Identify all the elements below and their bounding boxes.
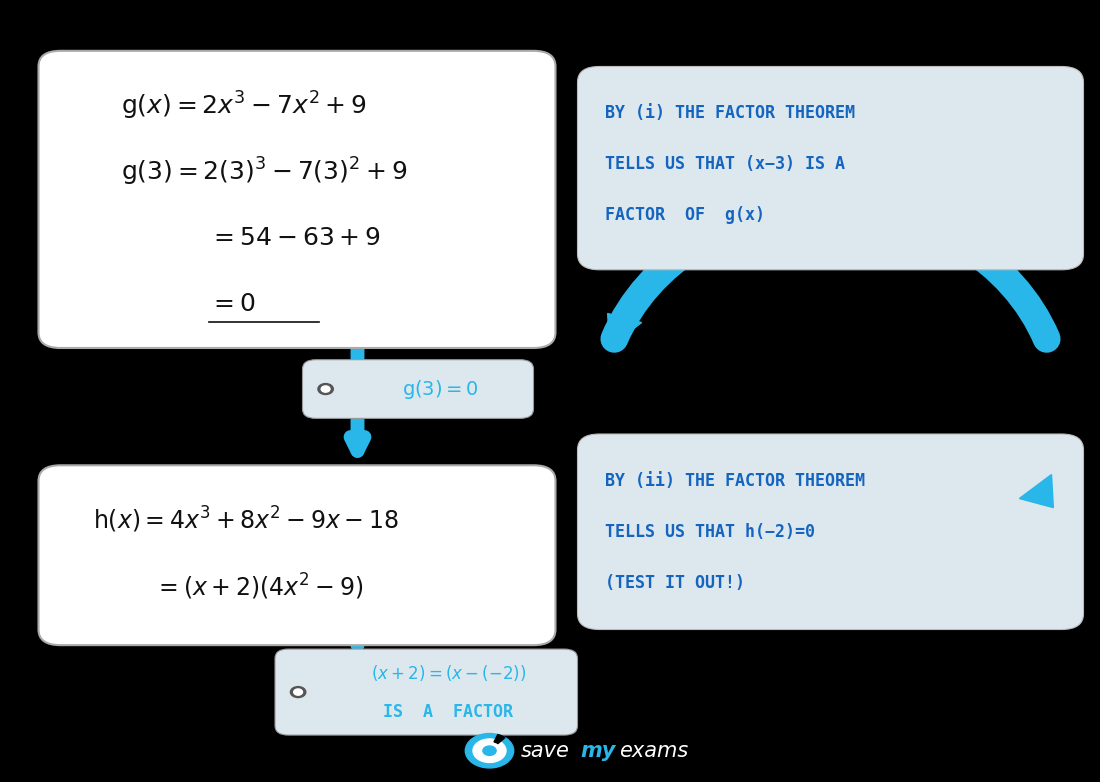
Text: exams: exams xyxy=(619,741,689,761)
Text: $= (x + 2)(4x^2 - 9)$: $= (x + 2)(4x^2 - 9)$ xyxy=(154,572,363,601)
Circle shape xyxy=(290,687,306,698)
Polygon shape xyxy=(607,314,641,346)
Text: $\mathrm{g}(3) = 2(3)^3 - 7(3)^2 + 9$: $\mathrm{g}(3) = 2(3)^3 - 7(3)^2 + 9$ xyxy=(121,156,407,188)
Text: FACTOR  OF  g(x): FACTOR OF g(x) xyxy=(605,206,764,224)
FancyBboxPatch shape xyxy=(578,66,1084,270)
Circle shape xyxy=(473,739,506,762)
Circle shape xyxy=(321,386,330,392)
FancyBboxPatch shape xyxy=(39,51,556,348)
FancyBboxPatch shape xyxy=(302,360,534,418)
Wedge shape xyxy=(494,734,505,744)
Text: TELLS US THAT h(−2)=0: TELLS US THAT h(−2)=0 xyxy=(605,522,815,541)
Circle shape xyxy=(294,689,302,695)
FancyBboxPatch shape xyxy=(578,434,1084,630)
Text: $\mathrm{h}(x) = 4x^3 + 8x^2 - 9x - 18$: $\mathrm{h}(x) = 4x^3 + 8x^2 - 9x - 18$ xyxy=(94,505,399,535)
Circle shape xyxy=(318,384,333,394)
Text: BY (i) THE FACTOR THEOREM: BY (i) THE FACTOR THEOREM xyxy=(605,104,855,123)
Text: $= 54 - 63 + 9$: $= 54 - 63 + 9$ xyxy=(209,227,381,250)
Text: TELLS US THAT (x−3) IS A: TELLS US THAT (x−3) IS A xyxy=(605,155,845,174)
Circle shape xyxy=(483,746,496,755)
FancyBboxPatch shape xyxy=(275,649,578,735)
Text: $= 0$: $= 0$ xyxy=(209,293,256,317)
Text: save: save xyxy=(520,741,569,761)
Text: BY (ii) THE FACTOR THEOREM: BY (ii) THE FACTOR THEOREM xyxy=(605,472,865,490)
Text: $\mathrm{g}(3) = 0$: $\mathrm{g}(3) = 0$ xyxy=(402,378,478,400)
Circle shape xyxy=(465,734,514,768)
Text: $(x+2)=(x-(-2))$: $(x+2)=(x-(-2))$ xyxy=(371,662,526,683)
Text: IS  A  FACTOR: IS A FACTOR xyxy=(383,702,514,721)
Text: my: my xyxy=(581,741,616,761)
Text: $\mathrm{g}(x) = 2x^3 - 7x^2 + 9$: $\mathrm{g}(x) = 2x^3 - 7x^2 + 9$ xyxy=(121,89,366,122)
FancyBboxPatch shape xyxy=(39,465,556,645)
Polygon shape xyxy=(1020,475,1054,508)
Text: (TEST IT OUT!): (TEST IT OUT!) xyxy=(605,573,745,592)
